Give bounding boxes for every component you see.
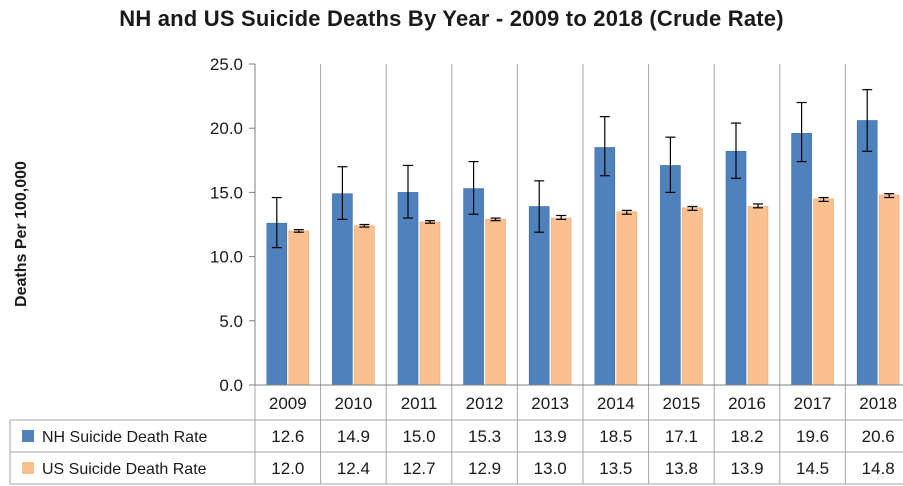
category-label-2014: 2014 (597, 394, 635, 413)
nh-bar-2012 (463, 188, 484, 386)
nh-error-bar-2011 (403, 164, 413, 219)
us-value-2017: 14.5 (796, 459, 829, 478)
us-bar-2014 (616, 211, 638, 386)
nh-value-2010: 14.9 (337, 427, 370, 446)
nh-error-bar-2018 (862, 89, 873, 152)
us-bar-2012 (485, 219, 506, 386)
nh-bar-2017 (791, 133, 812, 386)
us-bar-2010 (354, 225, 375, 386)
us-error-bar-2014 (621, 209, 632, 215)
nh-bar-2016 (725, 151, 747, 386)
nh-bar-2013 (528, 206, 550, 386)
grid-layer (254, 64, 846, 484)
y-tick-label: 10.0 (210, 248, 243, 267)
nh-error-bar-2015 (665, 136, 676, 193)
us-value-2010: 12.4 (337, 459, 370, 478)
us-value-2009: 12.0 (271, 459, 304, 478)
data-table: 2009 2010 2011 2012 2013 2014 2015 2016 2017 2018… (9, 385, 903, 485)
nh-value-2011: 15.0 (402, 427, 435, 446)
us-error-bar-2018 (884, 193, 895, 199)
us-value-2016: 13.9 (730, 459, 763, 478)
nh-bar-2010 (332, 193, 353, 386)
y-tick-label: 15.0 (210, 183, 243, 202)
us-value-2014: 13.5 (599, 459, 632, 478)
nh-error-bar-2014 (599, 116, 610, 177)
us-error-bar-2013 (556, 214, 567, 220)
nh-bar-2014 (594, 147, 616, 386)
category-label-2018: 2018 (859, 394, 897, 413)
us-error-bar-2015 (687, 205, 698, 211)
nh-value-2015: 17.1 (665, 427, 698, 446)
us-legend-label: US Suicide Death Rate (42, 461, 207, 478)
us-value-2011: 12.7 (402, 459, 435, 478)
us-legend-key (22, 462, 34, 474)
us-value-2012: 12.9 (468, 459, 501, 478)
nh-value-2009: 12.6 (271, 427, 304, 446)
category-label-2015: 2015 (662, 394, 700, 413)
nh-legend-label: NH Suicide Death Rate (42, 429, 208, 446)
nh-error-bar-2012 (468, 160, 479, 215)
nh-bar-2018 (856, 120, 878, 386)
y-tick-label: 20.0 (210, 119, 243, 138)
category-label-2012: 2012 (466, 394, 504, 413)
nh-value-2016: 18.2 (730, 427, 763, 446)
bars-layer (266, 120, 900, 386)
nh-bar-2015 (660, 165, 681, 386)
us-value-2018: 14.8 (862, 459, 895, 478)
us-value-2013: 13.0 (534, 459, 567, 478)
nh-legend-key (22, 430, 34, 442)
us-error-bar-2012 (490, 217, 501, 222)
nh-bar-2011 (397, 192, 419, 386)
y-tick-label: 5.0 (219, 312, 243, 331)
nh-value-2018: 20.6 (862, 427, 895, 446)
us-bar-2016 (747, 206, 769, 386)
us-value-2015: 13.8 (665, 459, 698, 478)
category-label-2013: 2013 (531, 394, 569, 413)
nh-value-2012: 15.3 (468, 427, 501, 446)
y-tick-label: 25.0 (210, 55, 243, 74)
error-bars-layer (271, 89, 895, 249)
us-bar-2011 (419, 221, 441, 386)
nh-error-bar-2016 (731, 122, 741, 179)
us-bar-2009 (288, 230, 310, 386)
us-bar-2018 (878, 194, 900, 386)
us-bar-2017 (813, 198, 834, 386)
nh-error-bar-2010 (337, 166, 348, 220)
category-label-2009: 2009 (269, 394, 307, 413)
us-error-bar-2009 (293, 229, 304, 233)
us-error-bar-2011 (425, 220, 435, 224)
nh-error-bar-2013 (534, 180, 545, 233)
nh-value-2014: 18.5 (599, 427, 632, 446)
us-error-bar-2010 (359, 223, 370, 228)
category-label-2011: 2011 (401, 394, 438, 413)
nh-value-2013: 13.9 (534, 427, 567, 446)
axis-layer: 0.0 5.0 10.0 15.0 20.0 25.0 (210, 55, 903, 395)
us-bar-2015 (682, 207, 703, 386)
category-label-2016: 2016 (728, 394, 766, 413)
nh-error-bar-2009 (271, 196, 282, 249)
us-bar-2013 (550, 217, 572, 386)
category-label-2017: 2017 (794, 394, 832, 413)
category-label-2010: 2010 (334, 394, 372, 413)
us-error-bar-2017 (818, 196, 829, 202)
us-error-bar-2016 (753, 203, 763, 209)
y-tick-label: 0.0 (219, 376, 243, 395)
nh-value-2017: 19.6 (796, 427, 829, 446)
nh-error-bar-2017 (796, 101, 807, 163)
chart-title: NH and US Suicide Deaths By Year - 2009 … (119, 6, 784, 31)
